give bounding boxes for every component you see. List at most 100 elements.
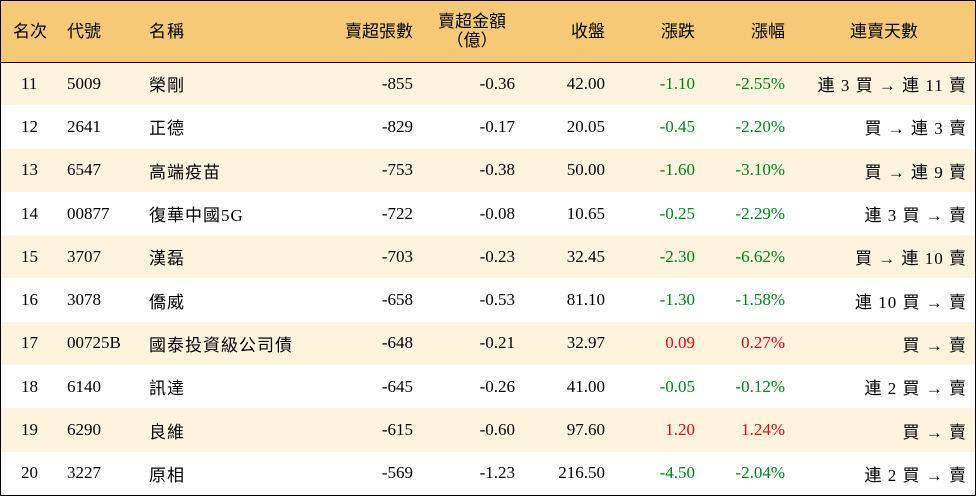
cell-change-pct: -2.29% <box>735 203 785 223</box>
cell-name: 漢磊 <box>149 249 185 269</box>
cell-streak: 買 → 連 10 賣 <box>855 249 967 269</box>
cell-rank: 19 <box>21 420 38 440</box>
cell-net-sell-lots: -648 <box>381 333 413 353</box>
cell-change-pct: 1.24% <box>741 420 785 440</box>
cell-close: 216.50 <box>558 463 605 483</box>
cell-rank: 12 <box>21 116 38 136</box>
header-net-sell-lots: 賣超張數 <box>315 1 421 63</box>
cell-change-pct: -2.55% <box>735 73 785 93</box>
table-row: 18 6140 訊達 -645 -0.26 41.00 -0.05 -0.12%… <box>1 365 975 409</box>
cell-code: 6547 <box>67 160 101 180</box>
header-net-sell-amount: 賣超金額 （億） <box>421 1 523 63</box>
cell-net-sell-amount: -0.08 <box>479 203 515 223</box>
cell-net-sell-amount: -1.23 <box>479 463 515 483</box>
cell-rank: 15 <box>21 246 38 266</box>
table-body: 11 5009 榮剛 -855 -0.36 42.00 -1.10 -2.55%… <box>1 62 975 495</box>
cell-code: 3227 <box>67 463 101 483</box>
cell-net-sell-amount: -0.38 <box>479 160 515 180</box>
table-row: 16 3078 僑威 -658 -0.53 81.10 -1.30 -1.58%… <box>1 278 975 322</box>
cell-change: -2.30 <box>659 246 695 266</box>
cell-change-pct: -3.10% <box>735 160 785 180</box>
cell-name: 國泰投資級公司債 <box>149 335 293 355</box>
table-row: 12 2641 正德 -829 -0.17 20.05 -0.45 -2.20%… <box>1 105 975 149</box>
cell-name: 正德 <box>149 119 185 139</box>
cell-rank: 13 <box>21 160 38 180</box>
cell-rank: 17 <box>21 333 38 353</box>
cell-streak: 連 2 買 → 賣 <box>864 379 967 399</box>
cell-close: 81.10 <box>566 290 605 310</box>
table-row: 11 5009 榮剛 -855 -0.36 42.00 -1.10 -2.55%… <box>1 62 975 106</box>
table-row: 17 00725B 國泰投資級公司債 -648 -0.21 32.97 0.09… <box>1 321 975 366</box>
cell-name: 僑威 <box>149 292 185 312</box>
cell-net-sell-amount: -0.53 <box>479 290 515 310</box>
table-row: 15 3707 漢磊 -703 -0.23 32.45 -2.30 -6.62%… <box>1 235 975 279</box>
cell-name: 高端疫苗 <box>149 162 221 182</box>
header-streak: 連賣天數 <box>793 1 975 63</box>
header-change: 漲跌 <box>613 1 703 63</box>
table-row: 13 6547 高端疫苗 -753 -0.38 50.00 -1.60 -3.1… <box>1 148 975 192</box>
cell-net-sell-amount: -0.60 <box>479 420 515 440</box>
cell-change-pct: -2.04% <box>735 463 785 483</box>
cell-change: -1.10 <box>659 73 695 93</box>
cell-name: 良維 <box>149 422 185 442</box>
header-name: 名稱 <box>145 1 315 63</box>
cell-close: 42.00 <box>566 73 605 93</box>
cell-net-sell-lots: -645 <box>381 376 413 396</box>
cell-net-sell-lots: -658 <box>381 290 413 310</box>
cell-close: 10.65 <box>566 203 605 223</box>
cell-code: 3078 <box>67 290 101 310</box>
cell-net-sell-amount: -0.36 <box>479 73 515 93</box>
cell-change: -1.60 <box>659 160 695 180</box>
cell-code: 6290 <box>67 420 101 440</box>
cell-net-sell-amount: -0.23 <box>479 246 515 266</box>
cell-change: -0.05 <box>659 376 695 396</box>
cell-net-sell-lots: -703 <box>381 246 413 266</box>
cell-net-sell-lots: -615 <box>381 420 413 440</box>
cell-name: 訊達 <box>149 379 185 399</box>
cell-code: 6140 <box>67 376 101 396</box>
cell-close: 32.97 <box>566 333 605 353</box>
cell-name: 復華中國5G <box>149 206 244 226</box>
cell-streak: 連 10 買 → 賣 <box>855 292 967 312</box>
table-header: 名次 代號 名稱 賣超張數 賣超金額 （億） 收盤 漲跌 漲幅 連賣天數 <box>1 1 975 63</box>
cell-name: 榮剛 <box>149 76 185 96</box>
cell-streak: 買 → 連 3 賣 <box>864 119 967 139</box>
cell-close: 41.00 <box>566 376 605 396</box>
cell-change: 0.09 <box>665 333 695 353</box>
cell-net-sell-amount: -0.21 <box>479 333 515 353</box>
cell-net-sell-lots: -753 <box>381 160 413 180</box>
cell-streak: 買 → 賣 <box>902 335 967 355</box>
cell-name: 原相 <box>149 465 185 485</box>
cell-rank: 14 <box>21 203 38 223</box>
cell-net-sell-lots: -829 <box>381 116 413 136</box>
cell-close: 97.60 <box>566 420 605 440</box>
header-close: 收盤 <box>523 1 613 63</box>
cell-net-sell-amount: -0.26 <box>479 376 515 396</box>
cell-close: 32.45 <box>566 246 605 266</box>
cell-net-sell-lots: -855 <box>381 73 413 93</box>
cell-code: 5009 <box>67 73 101 93</box>
cell-streak: 連 2 買 → 賣 <box>864 465 967 485</box>
cell-streak: 連 3 買 → 連 11 賣 <box>817 76 967 96</box>
cell-code: 00725B <box>67 333 121 353</box>
cell-change: 1.20 <box>665 420 695 440</box>
cell-streak: 買 → 連 9 賣 <box>864 162 967 182</box>
cell-change: -0.25 <box>659 203 695 223</box>
header-code: 代號 <box>63 1 145 63</box>
table-row: 19 6290 良維 -615 -0.60 97.60 1.20 1.24% 買… <box>1 408 975 452</box>
cell-change: -0.45 <box>659 116 695 136</box>
header-net-sell-amount-line1: 賣超金額 <box>438 12 506 32</box>
header-rank: 名次 <box>1 1 63 63</box>
cell-streak: 買 → 賣 <box>902 422 967 442</box>
cell-change-pct: 0.27% <box>741 333 785 353</box>
table-row: 20 3227 原相 -569 -1.23 216.50 -4.50 -2.04… <box>1 451 975 495</box>
cell-change-pct: -2.20% <box>735 116 785 136</box>
cell-change: -1.30 <box>659 290 695 310</box>
cell-code: 2641 <box>67 116 101 136</box>
cell-streak: 連 3 買 → 賣 <box>864 206 967 226</box>
header-row: 名次 代號 名稱 賣超張數 賣超金額 （億） 收盤 漲跌 漲幅 連賣天數 <box>1 1 975 63</box>
table-row: 14 00877 復華中國5G -722 -0.08 10.65 -0.25 -… <box>1 191 975 236</box>
cell-change-pct: -1.58% <box>735 290 785 310</box>
cell-rank: 16 <box>21 290 38 310</box>
